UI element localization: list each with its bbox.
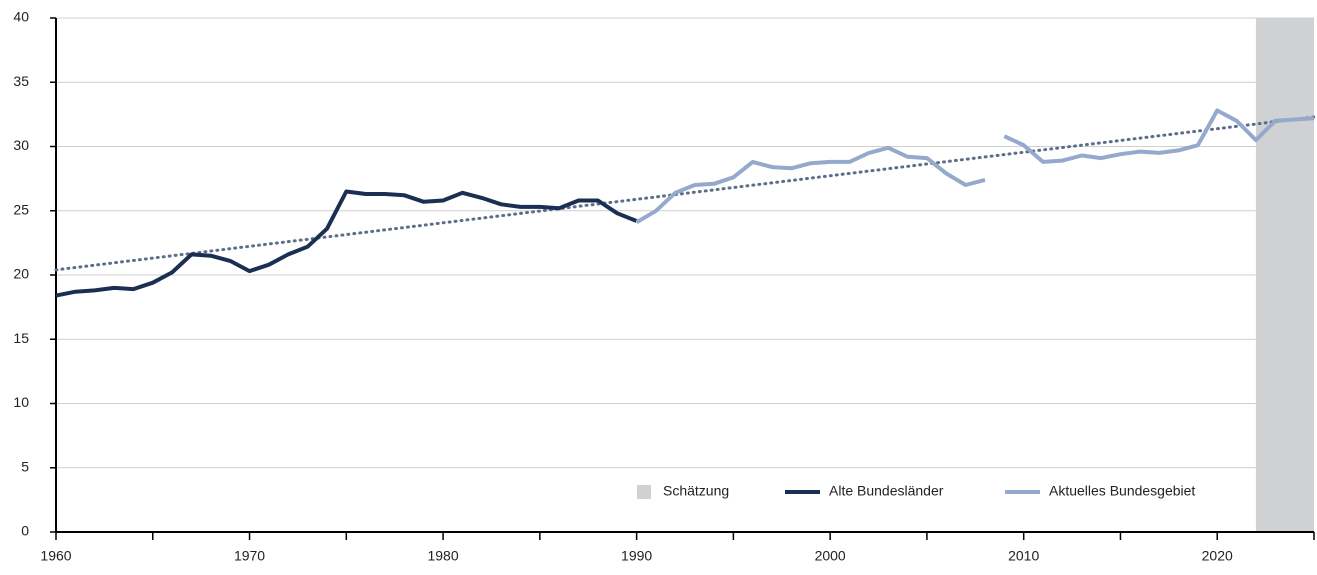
series-line bbox=[55, 189, 638, 298]
x-tick-label: 1980 bbox=[427, 548, 458, 564]
x-tick-label: 1960 bbox=[40, 548, 71, 564]
y-tick-label: 30 bbox=[13, 137, 29, 153]
y-tick-label: 20 bbox=[13, 266, 29, 282]
y-tick-label: 5 bbox=[21, 458, 29, 474]
legend-swatch bbox=[637, 485, 651, 499]
series-line bbox=[635, 108, 1315, 225]
x-tick-label: 1990 bbox=[621, 548, 652, 564]
x-tick-label: 2010 bbox=[1008, 548, 1039, 564]
y-tick-label: 40 bbox=[13, 9, 29, 25]
y-tick-label: 15 bbox=[13, 330, 29, 346]
x-tick-label: 2000 bbox=[815, 548, 846, 564]
legend-label: Schätzung bbox=[663, 483, 729, 499]
x-tick-label: 1970 bbox=[234, 548, 265, 564]
x-tick-label: 2020 bbox=[1202, 548, 1233, 564]
trend-line bbox=[54, 115, 1316, 272]
y-tick-label: 35 bbox=[13, 73, 29, 89]
y-tick-label: 25 bbox=[13, 201, 29, 217]
y-tick-label: 10 bbox=[13, 394, 29, 410]
y-tick-label: 0 bbox=[21, 523, 29, 539]
legend-label: Aktuelles Bundesgebiet bbox=[1049, 483, 1195, 499]
legend-label: Alte Bundesländer bbox=[829, 483, 944, 499]
